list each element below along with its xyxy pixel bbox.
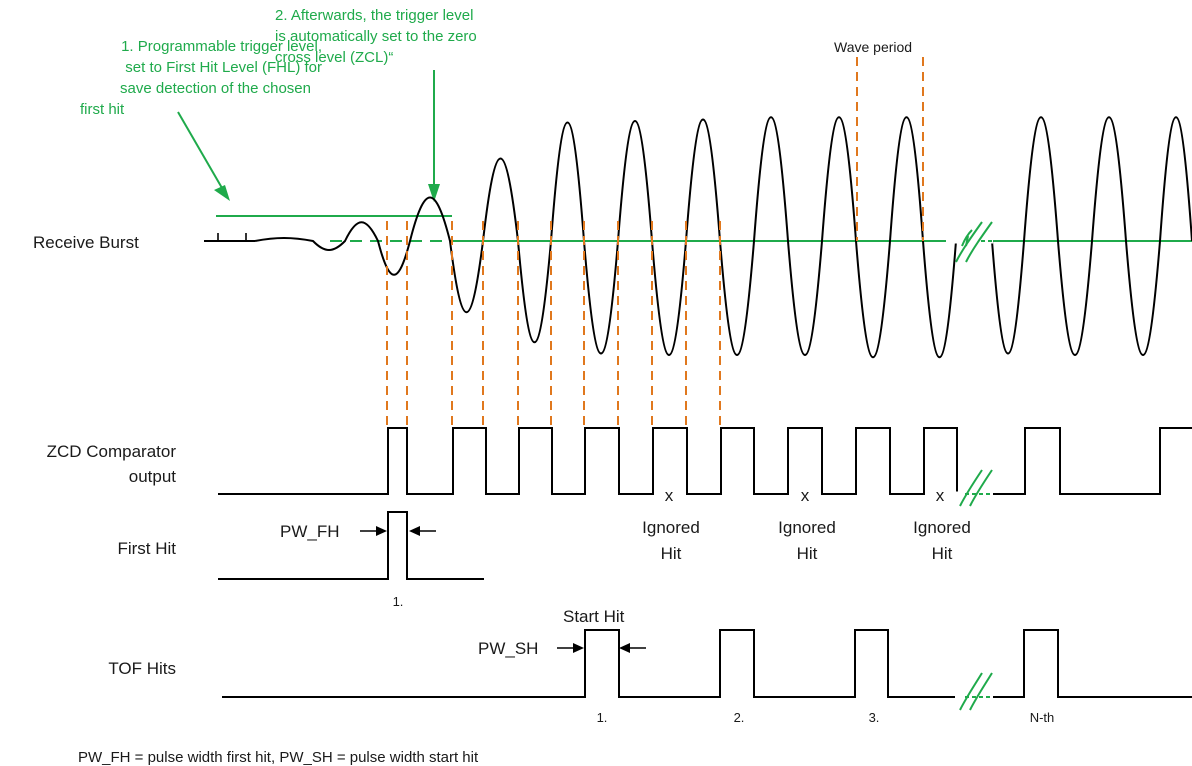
note-fhl-line-3: save detection of the chosen: [120, 80, 311, 97]
label-zcd-line-2: output: [129, 467, 177, 486]
ignored-label-line-2: Hit: [797, 544, 818, 563]
note-zcl-line-2: is automatically set to the zero: [275, 28, 477, 45]
note-fhl-line-2: set to First Hit Level (FHL) for: [125, 59, 322, 76]
ignored-label-line-2: Hit: [932, 544, 953, 563]
tof-hits-signal: [222, 629, 1192, 698]
ignored-label-line-1: Ignored: [913, 518, 971, 537]
ignored-hit-1: x Ignored Hit: [642, 486, 700, 563]
pw-sh-label: PW_SH: [478, 639, 538, 658]
note-zcl-line-1: 2. Afterwards, the trigger level: [275, 7, 473, 24]
zero-cross-markers: [386, 221, 721, 426]
annotation-zero-cross-level: 2. Afterwards, the trigger level is auto…: [275, 7, 477, 66]
pw-sh-indicator: PW_SH: [478, 639, 646, 658]
break-mark-burst: [946, 221, 993, 263]
wave-period-label: Wave period: [834, 39, 912, 55]
ignored-mark: x: [665, 486, 674, 505]
label-zcd-line-1: ZCD Comparator: [47, 442, 177, 461]
note-fhl-line-1: 1. Programmable trigger level,: [121, 38, 322, 55]
footer-note: PW_FH = pulse width first hit, PW_SH = p…: [78, 749, 479, 766]
start-hit-label: Start Hit: [563, 607, 625, 626]
ignored-label-line-2: Hit: [661, 544, 682, 563]
break-mark-zcd: [955, 469, 993, 507]
label-receive-burst: Receive Burst: [33, 233, 139, 252]
note-zcl-line-3: cross level (ZCL)“: [275, 49, 393, 66]
tof-number-n: N-th: [1030, 710, 1055, 725]
zcd-comparator-signal: [218, 427, 1192, 495]
annotation-first-hit-level: 1. Programmable trigger level, set to Fi…: [80, 38, 322, 118]
ignored-hit-2: x Ignored Hit: [778, 486, 836, 563]
pw-fh-indicator: PW_FH: [280, 522, 436, 541]
pw-fh-label: PW_FH: [280, 522, 340, 541]
first-hit-signal: [218, 511, 484, 580]
ignored-mark: x: [936, 486, 945, 505]
label-tof-hits: TOF Hits: [108, 659, 176, 678]
annotation-arrows: [177, 70, 440, 202]
receive-burst-signal: [204, 116, 1192, 359]
break-mark-tof: [955, 672, 993, 711]
tof-number-3: 3.: [869, 710, 880, 725]
ignored-hit-3: x Ignored Hit: [913, 486, 971, 563]
tof-number-1: 1.: [597, 710, 608, 725]
tof-number-2: 2.: [734, 710, 745, 725]
label-first-hit: First Hit: [117, 539, 176, 558]
ignored-label-line-1: Ignored: [642, 518, 700, 537]
wave-period-marker: Wave period: [834, 39, 924, 241]
first-hit-number: 1.: [393, 594, 404, 609]
ignored-label-line-1: Ignored: [778, 518, 836, 537]
ignored-mark: x: [801, 486, 810, 505]
note-fhl-line-4: first hit: [80, 101, 125, 118]
